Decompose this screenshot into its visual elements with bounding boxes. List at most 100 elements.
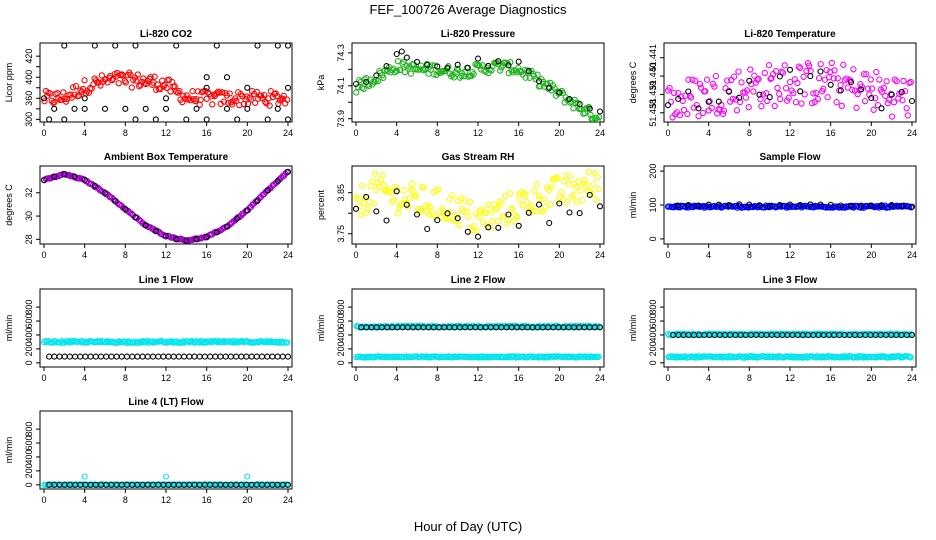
data-point	[489, 63, 496, 70]
y-tick-label: 800	[24, 300, 34, 315]
data-points	[40, 337, 292, 360]
data-point	[234, 116, 241, 122]
data-point	[410, 188, 417, 195]
data-point	[264, 187, 271, 194]
data-point	[502, 192, 509, 200]
data-point	[750, 88, 757, 95]
x-tick-label: 24	[283, 495, 293, 505]
data-point	[828, 59, 835, 67]
x-tick-label: 4	[82, 250, 87, 260]
data-point	[442, 215, 449, 222]
data-point	[795, 63, 802, 70]
data-point	[222, 353, 229, 360]
data-points	[664, 59, 916, 121]
data-point	[756, 202, 763, 209]
y-tick-label: 600	[648, 314, 658, 329]
data-point	[908, 203, 916, 210]
data-point	[505, 211, 512, 218]
data-point	[837, 87, 844, 94]
data-point	[134, 71, 141, 78]
data-point	[214, 339, 222, 346]
data-point	[77, 353, 84, 360]
data-point	[274, 178, 281, 185]
x-tick-label: 0	[665, 250, 670, 260]
data-point	[594, 174, 601, 181]
data-point	[815, 74, 823, 82]
x-tick-label: 4	[706, 373, 711, 383]
y-tick-label: 51.439	[648, 81, 658, 109]
data-point	[227, 353, 234, 360]
data-point	[519, 202, 526, 209]
data-point	[495, 224, 502, 231]
data-point	[551, 176, 558, 183]
data-point	[40, 176, 48, 184]
data-point	[113, 73, 120, 80]
x-tick-label: 8	[435, 250, 440, 260]
data-point	[160, 83, 167, 90]
data-point	[872, 94, 879, 102]
data-point	[142, 105, 149, 112]
data-point	[223, 223, 231, 230]
data-point	[695, 105, 702, 112]
data-point	[264, 116, 271, 122]
data-point	[387, 189, 395, 196]
y-tick-label: 600	[336, 314, 346, 329]
data-point	[363, 78, 370, 86]
data-point	[853, 104, 860, 111]
data-points	[353, 322, 604, 361]
y-tick-label: 800	[24, 422, 34, 437]
data-point	[596, 108, 604, 115]
data-point	[695, 112, 702, 120]
data-point	[61, 171, 68, 178]
data-point	[715, 201, 722, 208]
data-point	[878, 202, 885, 209]
x-tick-label: 0	[41, 373, 46, 383]
data-point	[576, 210, 583, 217]
data-point	[593, 196, 600, 204]
x-tick-label: 4	[706, 128, 711, 138]
data-point	[171, 83, 178, 90]
data-point	[434, 63, 441, 70]
data-point	[882, 92, 889, 100]
data-point	[509, 206, 516, 213]
panel-10: Line 4 (LT) Flow ml/min 0 4 8 12 16 20 24 0 200400…	[4, 397, 293, 505]
data-point	[103, 353, 110, 360]
data-point	[908, 97, 916, 105]
data-point	[229, 339, 236, 346]
data-point	[708, 104, 715, 112]
data-point	[51, 105, 58, 112]
data-point	[482, 209, 490, 217]
panel-title: Li-820 CO2	[140, 29, 193, 40]
data-point	[504, 220, 511, 228]
data-point	[724, 77, 731, 84]
data-point	[774, 354, 781, 361]
data-point	[147, 73, 154, 81]
data-point	[197, 96, 204, 103]
data-point	[533, 180, 540, 188]
data-point	[591, 169, 598, 177]
data-point	[888, 113, 896, 120]
x-tick-label: 24	[907, 373, 917, 383]
data-point	[128, 210, 135, 217]
data-point	[505, 354, 512, 361]
data-point	[670, 203, 678, 211]
data-point	[824, 94, 831, 101]
data-point	[97, 353, 105, 360]
data-point	[736, 94, 743, 101]
y-axis-label: Licor ppm	[4, 63, 14, 103]
x-tick-label: 12	[785, 373, 795, 383]
panel-title: Line 4 (LT) Flow	[128, 397, 204, 408]
data-point	[238, 353, 245, 360]
data-point	[798, 100, 805, 107]
data-point	[800, 73, 807, 80]
data-point	[284, 168, 292, 175]
x-tick-label: 20	[554, 128, 564, 138]
data-point	[695, 202, 702, 209]
x-tick-label: 8	[435, 373, 440, 383]
data-point	[485, 201, 492, 209]
data-point	[40, 95, 48, 102]
panel-title: Gas Stream RH	[442, 152, 515, 163]
data-point	[685, 202, 692, 209]
data-point	[535, 192, 543, 200]
